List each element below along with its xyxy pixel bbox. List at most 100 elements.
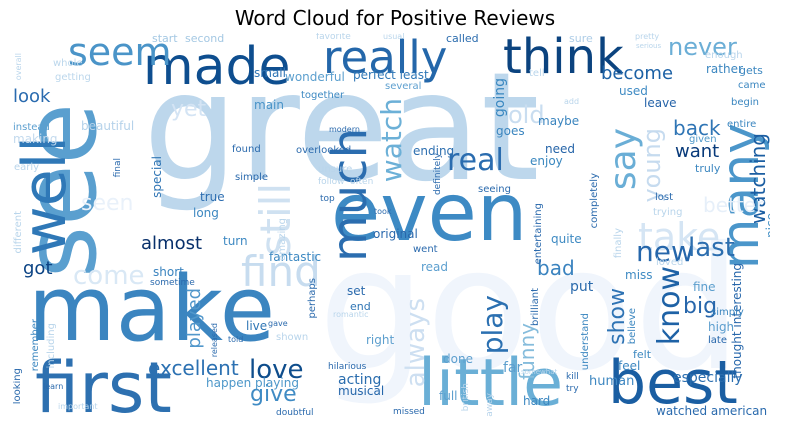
word-instead: instead xyxy=(13,122,50,133)
word-getting: getting xyxy=(55,72,91,83)
word-right: right xyxy=(366,333,395,347)
word-doubtful: doubtful xyxy=(276,408,314,418)
word-play: play xyxy=(476,295,509,355)
word-hard: hard xyxy=(523,394,551,408)
word-always: always xyxy=(401,298,431,388)
word-even: even xyxy=(331,166,528,259)
word-including: including xyxy=(46,323,57,369)
word-put: put xyxy=(570,279,594,295)
word-come: come xyxy=(73,261,145,291)
word-especially: especially xyxy=(673,370,743,386)
word-know: know xyxy=(652,266,687,346)
word-somewhat: somewhat xyxy=(521,368,558,376)
word-great: great xyxy=(143,41,540,215)
word-start: start xyxy=(152,33,178,45)
word-nice: nice xyxy=(764,213,770,238)
word-really: really xyxy=(323,33,448,84)
word-seen: seen xyxy=(81,191,134,216)
word-early: early xyxy=(14,162,40,173)
word-overall: overall xyxy=(14,53,23,81)
word-enough: enough xyxy=(705,50,743,61)
word-watch: watch xyxy=(375,98,408,183)
word-main: main xyxy=(254,98,284,112)
word-long: long xyxy=(193,206,219,220)
word-lost: lost xyxy=(655,192,674,203)
word-old: old xyxy=(508,101,545,129)
word-shown: shown xyxy=(276,332,309,343)
word-quite: quite xyxy=(551,232,582,246)
word-several: several xyxy=(385,81,422,92)
word-enjoy: enjoy xyxy=(530,154,563,168)
word-final: final xyxy=(113,158,123,178)
word-top: top xyxy=(320,194,335,204)
word-missed: missed xyxy=(393,407,425,417)
word-told: told xyxy=(228,335,244,344)
word-take: take xyxy=(638,215,721,259)
word-goes: goes xyxy=(496,124,525,138)
word-want: want xyxy=(675,141,720,162)
word-overlooked: overlooked xyxy=(296,145,352,156)
word-miss: miss xyxy=(625,268,653,282)
word-short: short xyxy=(153,265,184,279)
word-whole: whole xyxy=(53,58,83,69)
word-beautiful: beautiful xyxy=(81,119,135,133)
word-yet: yet xyxy=(171,97,207,122)
word-fine: fine xyxy=(693,280,716,294)
word-second: second xyxy=(185,33,225,45)
word-almost: almost xyxy=(141,233,203,254)
word-perfect-least: perfect least xyxy=(353,68,429,82)
word-serious: serious xyxy=(636,42,662,50)
word-brilliant: brilliant xyxy=(530,288,541,326)
word-real: real xyxy=(447,143,504,178)
word-little: little xyxy=(418,346,564,418)
word-played: played xyxy=(184,288,205,349)
word-better: better xyxy=(703,193,765,217)
word-late: late xyxy=(708,335,727,346)
word-away: away xyxy=(485,393,495,417)
word-original: original xyxy=(373,227,418,241)
word-done: done xyxy=(443,352,473,366)
word-think: think xyxy=(503,33,624,85)
word-felt: felt xyxy=(633,348,652,361)
word-believe: believe xyxy=(627,308,638,345)
word-bad: bad xyxy=(537,256,575,280)
word-find: find xyxy=(241,247,321,296)
word-high: high xyxy=(708,320,735,334)
word-given: given xyxy=(689,134,717,145)
word-loved: loved xyxy=(656,257,684,268)
word-make: make xyxy=(28,257,276,362)
word-watched-american: watched american xyxy=(656,404,768,418)
word-looking: looking xyxy=(13,368,23,405)
word-learn: learn xyxy=(43,382,64,391)
word-show: show xyxy=(605,288,630,345)
word-seem: seem xyxy=(68,33,172,74)
word-hilarious: hilarious xyxy=(328,362,367,372)
word-gets: gets xyxy=(739,64,763,77)
word-acting: acting xyxy=(338,372,382,388)
word-often: often xyxy=(350,177,374,187)
word-turn: turn xyxy=(223,234,248,248)
word-need: need xyxy=(545,142,575,156)
word-human: human xyxy=(589,374,635,389)
word-simply: simply xyxy=(711,307,744,318)
word-add: add xyxy=(564,97,580,106)
word-look: look xyxy=(13,86,51,107)
word-british: british xyxy=(461,383,471,412)
word-perhaps: perhaps xyxy=(307,278,318,319)
word-important: important xyxy=(58,402,98,411)
word-favorite: favorite xyxy=(316,33,351,42)
word-making: making xyxy=(13,132,58,146)
word-well: well xyxy=(13,136,80,256)
word-wonderful: wonderful xyxy=(285,70,345,84)
word-gave: gave xyxy=(268,319,288,328)
word-good: good xyxy=(318,211,742,409)
word-used: used xyxy=(619,84,648,98)
word-definitely: definitely xyxy=(433,153,443,196)
word-ending: ending xyxy=(413,144,455,158)
word-last: last xyxy=(688,233,735,263)
word-sometime: sometime xyxy=(150,278,195,288)
word-called: called xyxy=(446,33,479,45)
word-feel: feel xyxy=(618,359,641,373)
word-modern: modern xyxy=(329,125,360,134)
word-finally: finally xyxy=(613,228,624,259)
